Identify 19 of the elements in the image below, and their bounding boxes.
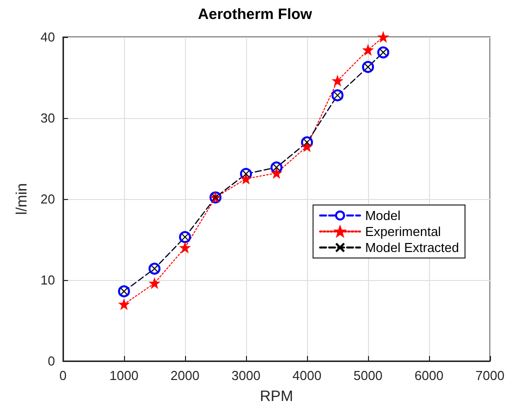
y-tick-label: 20 [40, 192, 55, 206]
y-tick-label: 30 [40, 110, 55, 126]
chart-title: Aerotherm Flow [198, 6, 312, 23]
x-tick-label: 0 [59, 368, 67, 383]
legend-label: Model [365, 208, 401, 223]
x-tick-label: 7000 [476, 368, 504, 383]
y-axis-title: l/min [14, 183, 31, 215]
y-tick-label: 10 [40, 272, 55, 288]
x-tick-label: 1000 [110, 368, 138, 383]
y-tick-label: 40 [40, 30, 55, 44]
legend-label: Model Extracted [365, 240, 460, 255]
x-tick-label: 4000 [292, 368, 322, 383]
y-tick-label: 0 [48, 354, 55, 368]
legend-label: Experimental [365, 224, 442, 239]
x-axis-title: RPM [260, 388, 294, 405]
x-tick-label: 6000 [414, 368, 444, 383]
x-tick-label: 5000 [354, 368, 382, 383]
x-tick-label: 3000 [232, 368, 260, 383]
x-tick-label: 2000 [170, 368, 200, 383]
